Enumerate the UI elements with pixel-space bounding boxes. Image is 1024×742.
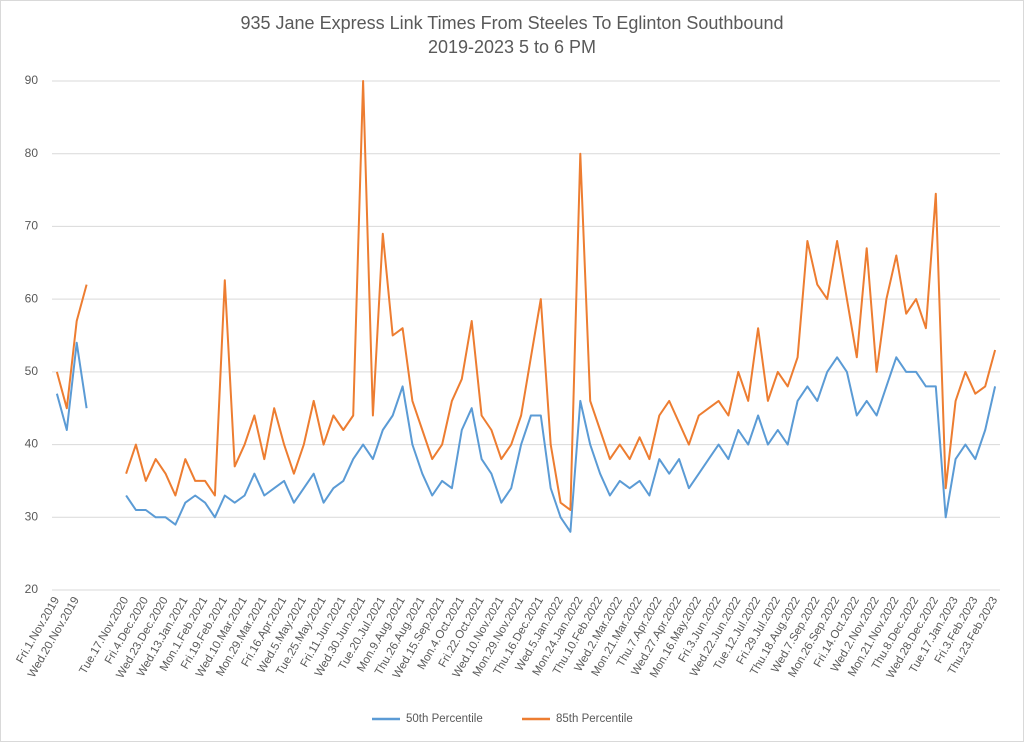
chart-subtitle: 2019-2023 5 to 6 PM <box>428 37 596 57</box>
y-tick-label: 60 <box>25 291 39 305</box>
series-line <box>55 80 997 511</box>
chart-title: 935 Jane Express Link Times From Steeles… <box>241 13 784 33</box>
y-tick-label: 90 <box>25 73 39 87</box>
y-tick-label: 30 <box>25 509 39 523</box>
legend-label: 85th Percentile <box>556 713 633 725</box>
y-tick-label: 40 <box>25 437 39 451</box>
y-tick-label: 50 <box>25 364 39 378</box>
legend-label: 50th Percentile <box>406 713 483 725</box>
series-line <box>55 341 997 533</box>
y-tick-label: 80 <box>25 146 39 160</box>
y-tick-label: 70 <box>25 219 39 233</box>
y-tick-label: 20 <box>25 582 39 596</box>
